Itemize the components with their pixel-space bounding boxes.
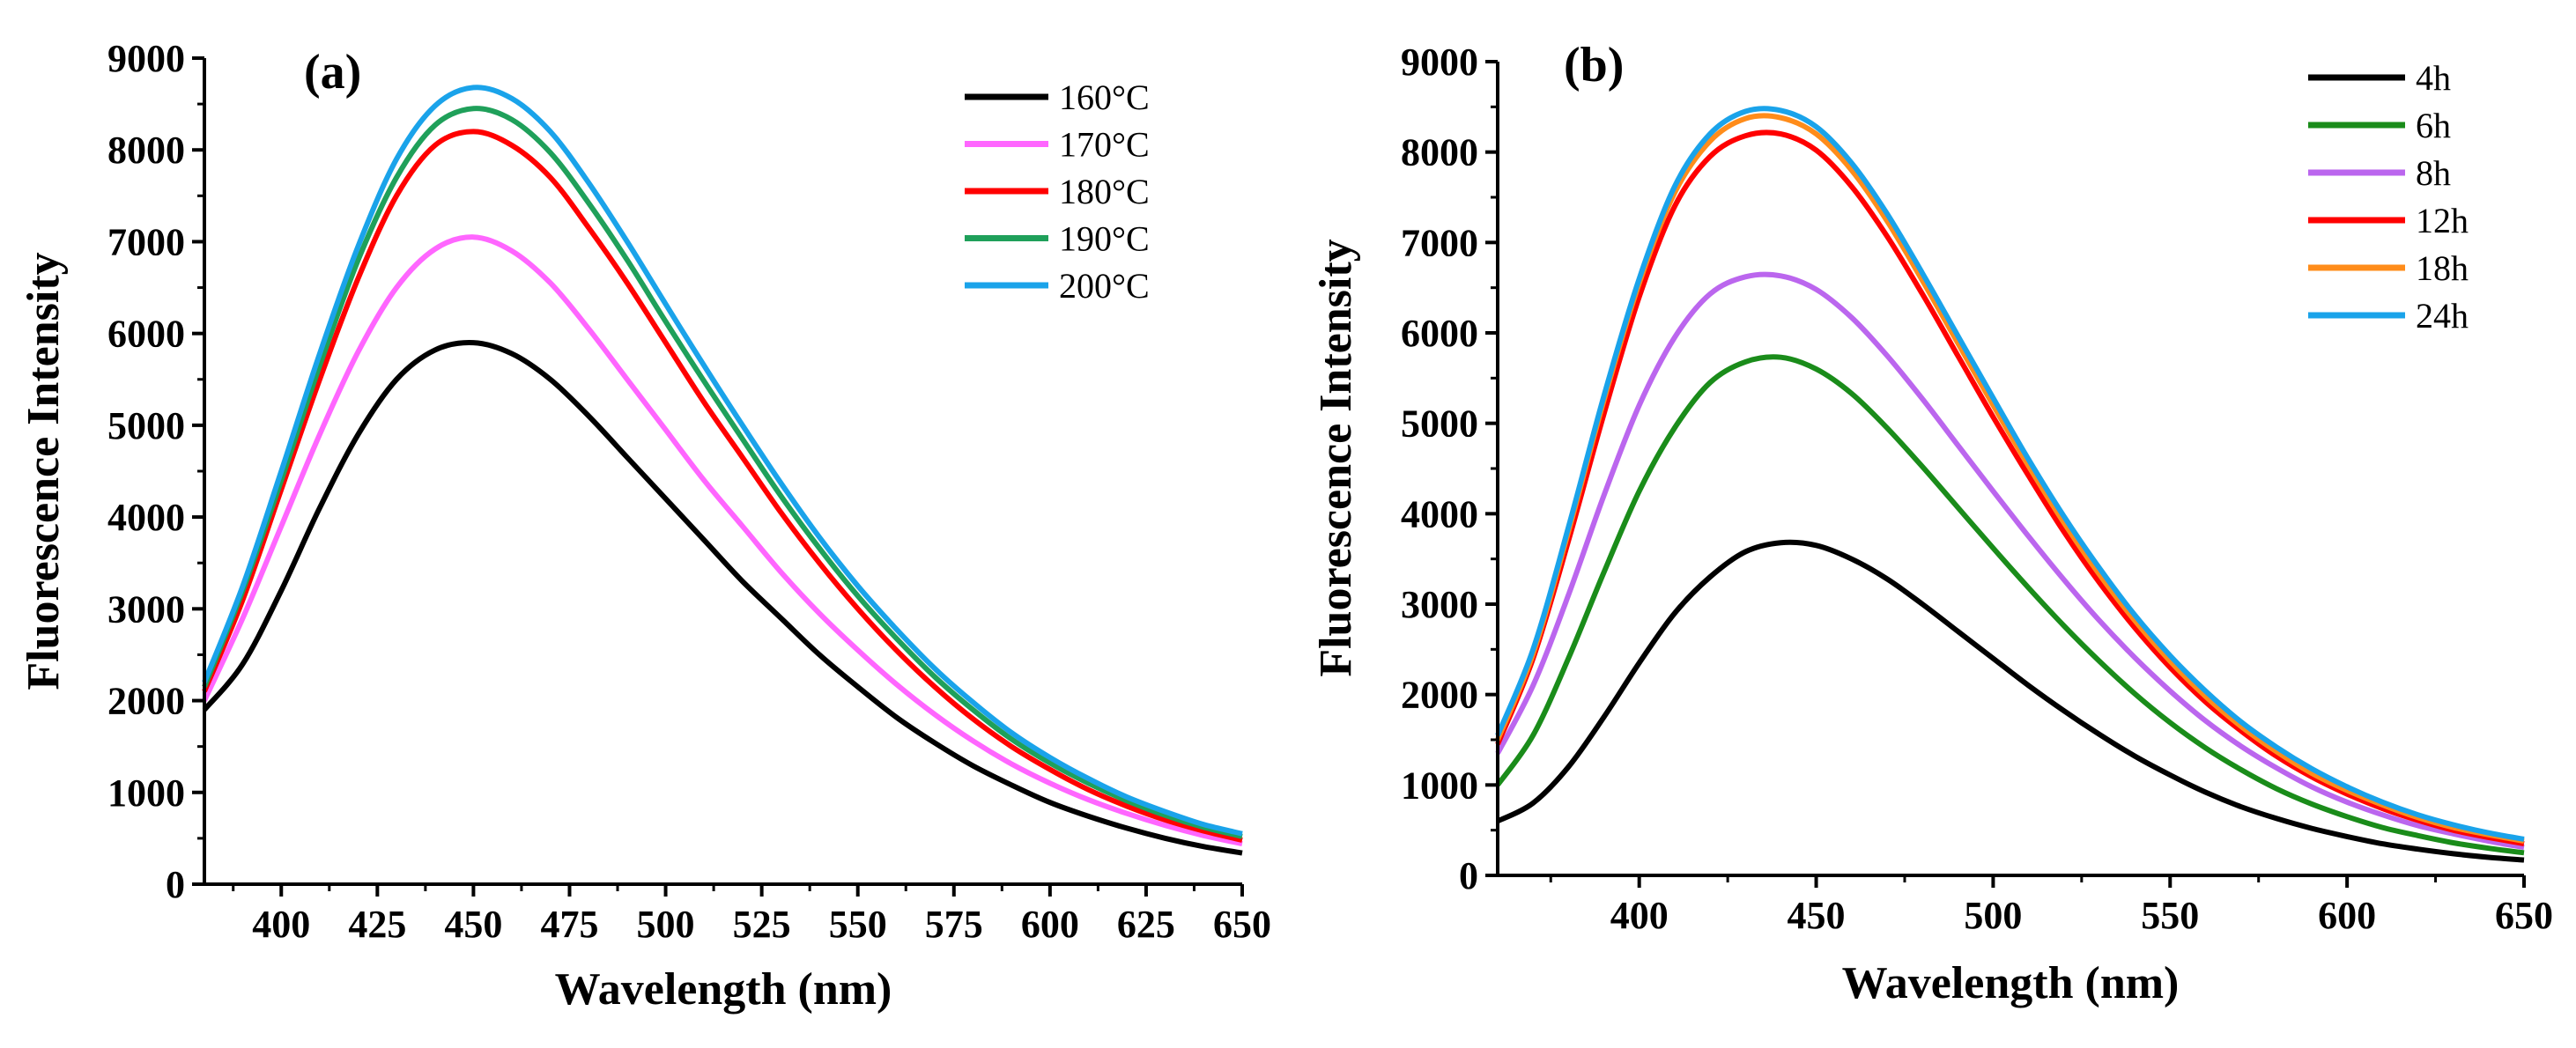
y-tick-label: 2000 [1401,674,1478,717]
y-tick-label: 5000 [107,404,185,447]
y-tick-label: 0 [1459,854,1478,897]
y-tick-label: 4000 [1401,492,1478,535]
legend-label: 160°C [1059,77,1150,117]
y-tick-label: 7000 [1401,221,1478,264]
y-axis-title: Fluorescence Intensity [19,252,69,690]
y-axis-title: Fluorescence Intensity [1311,239,1361,676]
chart-panel-a: 0 1000 2000 3000 4000 5000 6000 7000 8000 9000 400… [19,37,1271,1015]
series-line-180°C [202,129,1243,843]
x-tick-label: 650 [1213,903,1271,946]
y-tick-label: 8000 [107,129,185,172]
y-tick-label: 3000 [107,587,185,631]
x-axis-title: Wavelength (nm) [555,964,892,1015]
series-line-190°C [202,106,1243,839]
x-axis-title: Wavelength (nm) [1842,958,2180,1008]
legend-label: 200°C [1059,266,1150,306]
series-line-8h [1495,271,2525,851]
panel-label: (b) [1564,38,1624,92]
series-line-18h [1495,113,2525,844]
x-tick-label: 400 [1610,894,1669,937]
legend-label: 180°C [1059,172,1150,211]
y-tick-label: 4000 [107,496,185,539]
legend-label: 18h [2416,248,2469,288]
y-tick-label: 6000 [1401,312,1478,355]
x-tick-label: 475 [540,903,598,946]
x-tick-label: 575 [925,903,983,946]
legend-label: 6h [2416,106,2451,145]
legend-label: 190°C [1059,219,1150,259]
y-tick-label: 2000 [107,680,185,723]
x-tick-label: 650 [2495,894,2553,937]
y-tick-label: 3000 [1401,583,1478,626]
y-tick-label: 1000 [107,771,185,815]
legend-label: 170°C [1059,125,1150,165]
x-tick-label: 450 [444,903,502,946]
x-tick-label: 625 [1117,903,1175,946]
x-tick-label: 550 [829,903,887,946]
y-tick-label: 6000 [107,313,185,356]
legend-label: 4h [2416,58,2451,98]
series-line-170°C [202,234,1243,847]
y-tick-label: 8000 [1401,131,1478,174]
y-tick-label: 0 [166,863,185,906]
panel-label: (a) [304,45,361,100]
series-line-160°C [202,339,1243,856]
x-tick-label: 450 [1788,894,1846,937]
x-tick-label: 600 [1021,903,1079,946]
series-line-12h [1495,129,2525,847]
x-tick-label: 600 [2318,894,2376,937]
y-tick-label: 1000 [1401,764,1478,807]
series-line-200°C [202,85,1243,837]
x-tick-label: 525 [733,903,791,946]
legend: 160°C 170°C 180°C 190°C 200°C [965,77,1150,306]
legend-label: 8h [2416,153,2451,193]
x-tick-label: 400 [252,903,310,946]
series-line-6h [1495,354,2525,856]
y-tick-label: 9000 [1401,41,1478,84]
legend-label: 12h [2416,201,2469,240]
chart-panel-b: 0 1000 2000 3000 4000 5000 6000 7000 8000 9000 400… [1311,38,2553,1008]
y-tick-label: 5000 [1401,402,1478,446]
y-tick-label: 9000 [107,37,185,80]
x-tick-label: 550 [2141,894,2199,937]
legend-label: 24h [2416,296,2469,336]
x-tick-label: 500 [637,903,695,946]
series-line-24h [1495,106,2525,842]
y-tick-label: 7000 [107,220,185,263]
x-tick-label: 500 [1964,894,2022,937]
x-tick-label: 425 [348,903,406,946]
series-line-4h [1496,539,2525,863]
legend: 4h 6h 8h 12h 18h 24h [2308,58,2469,336]
